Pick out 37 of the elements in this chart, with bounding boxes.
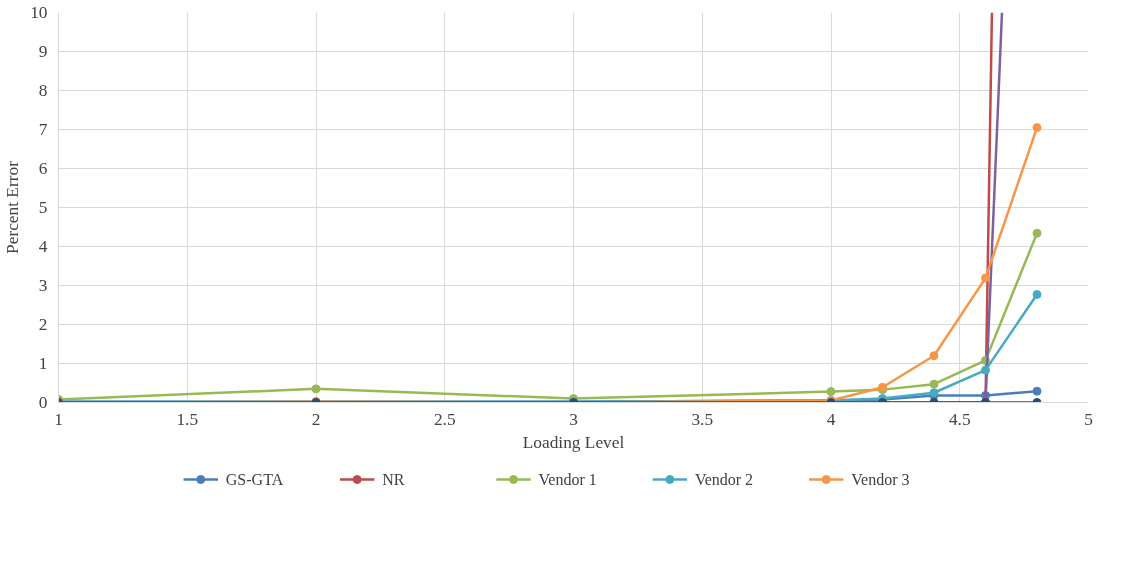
y-tick-label: 4 xyxy=(38,237,48,256)
point xyxy=(981,273,990,283)
y-tick-label: 0 xyxy=(38,393,48,412)
legend-label: GS-GTA xyxy=(225,471,284,488)
y-tick-label: 9 xyxy=(38,42,48,61)
x-tick-label: 4.5 xyxy=(948,409,971,429)
legend-label: Vendor 1 xyxy=(538,471,597,488)
point xyxy=(1032,123,1042,133)
x-tick-label: 2.5 xyxy=(433,409,456,429)
point xyxy=(311,384,321,394)
point xyxy=(929,351,939,361)
x-tick-label: 3.5 xyxy=(691,409,714,429)
point xyxy=(1032,386,1042,396)
y-tick-label: 10 xyxy=(30,3,48,22)
x-tick-label: 5 xyxy=(1084,409,1093,429)
y-tick-label: 8 xyxy=(38,81,48,100)
y-axis-title: Percent Error xyxy=(3,160,23,254)
point xyxy=(929,379,939,389)
legend-label: Vendor 3 xyxy=(851,471,910,488)
y-tick-label: 1 xyxy=(38,354,48,373)
point xyxy=(981,365,990,375)
y-tick-label: 2 xyxy=(38,315,48,334)
legend-label: Vendor 2 xyxy=(694,471,754,488)
x-tick-label: 2 xyxy=(311,409,321,429)
point xyxy=(1032,289,1042,299)
x-tick-label: 1 xyxy=(54,409,63,429)
point xyxy=(826,387,836,397)
x-axis-title: Loading Level xyxy=(522,432,625,452)
x-tick-label: 4 xyxy=(826,409,836,429)
y-tick-label: 5 xyxy=(38,198,48,217)
point xyxy=(1032,228,1042,238)
legend-label: NR xyxy=(382,471,405,488)
x-tick-label: 3 xyxy=(569,409,578,429)
y-tick-label: 6 xyxy=(38,159,48,178)
y-tick-label: 7 xyxy=(38,120,48,139)
y-tick-label: 3 xyxy=(38,276,48,295)
x-tick-label: 1.5 xyxy=(176,409,199,429)
